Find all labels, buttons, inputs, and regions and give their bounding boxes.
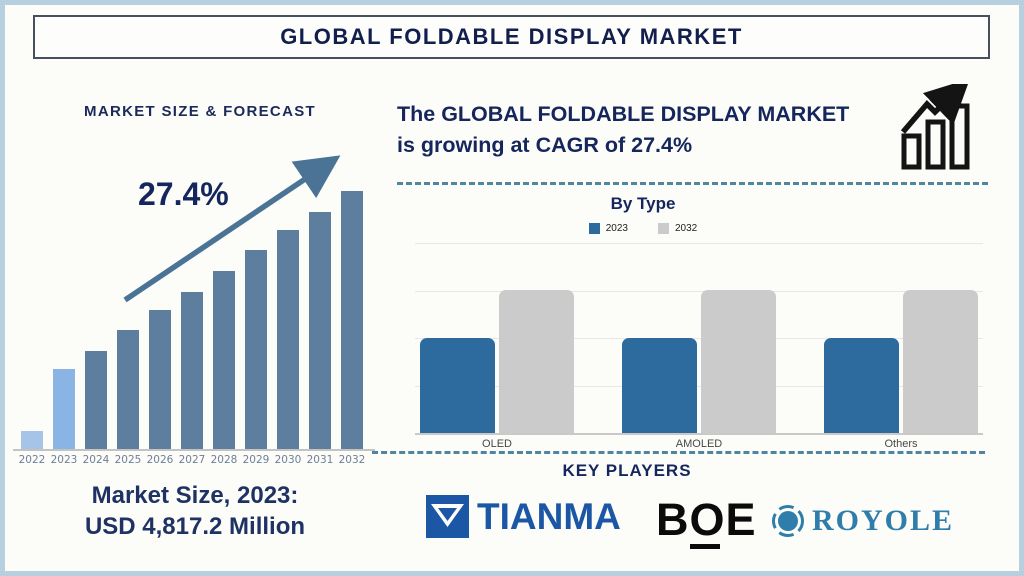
- market-size-line2: USD 4,817.2 Million: [84, 513, 306, 540]
- bytype-category-label-Others: Others: [884, 438, 918, 450]
- forecast-tick-2027: 2027: [178, 454, 206, 466]
- forecast-bar-chart: [16, 191, 368, 449]
- forecast-bar-2032: [341, 191, 363, 449]
- forecast-tick-2029: 2029: [242, 454, 270, 466]
- forecast-bar-column: [208, 191, 240, 449]
- by-type-legend: 2023 2032: [397, 223, 889, 234]
- bytype-bar-AMOLED-2032: [701, 290, 776, 433]
- bytype-bar-OLED-2023: [420, 338, 495, 433]
- bytype-bar-Others-2032: [903, 290, 978, 433]
- legend-label-2023: 2023: [605, 223, 628, 234]
- cagr-headline: The GLOBAL FOLDABLE DISPLAY MARKET is gr…: [397, 99, 849, 161]
- boe-o-underline: [690, 544, 720, 549]
- bytype-bar-AMOLED-2023: [622, 338, 697, 433]
- forecast-tick-2026: 2026: [146, 454, 174, 466]
- forecast-tick-2030: 2030: [274, 454, 302, 466]
- page-title: GLOBAL FOLDABLE DISPLAY MARKET: [280, 24, 743, 49]
- forecast-bar-column: [80, 191, 112, 449]
- bytype-category-label-OLED: OLED: [482, 438, 512, 450]
- bytype-gridline-25: [415, 385, 983, 387]
- forecast-bar-2022: [21, 431, 43, 449]
- bytype-gridline-100: [415, 243, 983, 244]
- tianma-wordmark: TIANMA: [477, 495, 621, 537]
- boe-logo: BOE: [656, 494, 757, 549]
- forecast-bar-column: [144, 191, 176, 449]
- forecast-bar-2029: [245, 250, 267, 449]
- forecast-bar-2023: [53, 369, 75, 449]
- bytype-gridline-50: [415, 338, 983, 339]
- forecast-bar-column: [176, 191, 208, 449]
- forecast-bar-2026: [149, 310, 171, 449]
- bytype-bar-Others-2023: [824, 338, 899, 433]
- royole-logo: ROYOLE: [770, 503, 954, 539]
- forecast-bar-2024: [85, 351, 107, 449]
- forecast-bar-2031: [309, 212, 331, 449]
- boe-wordmark: BOE: [656, 494, 757, 545]
- growth-chart-icon: [900, 84, 970, 170]
- market-size-line1: Market Size, 2023:: [91, 482, 299, 509]
- bytype-category-label-AMOLED: AMOLED: [675, 438, 723, 450]
- forecast-tick-2025: 2025: [114, 454, 142, 466]
- tianma-logo: TIANMA: [426, 495, 621, 538]
- forecast-tick-2031: 2031: [306, 454, 334, 466]
- forecast-tick-2032: 2032: [338, 454, 366, 466]
- bytype-bar-OLED-2032: [499, 290, 574, 433]
- forecast-bar-column: [336, 191, 368, 449]
- forecast-bar-2025: [117, 330, 139, 449]
- forecast-bar-2028: [213, 271, 235, 449]
- royole-mark-icon: [772, 505, 804, 537]
- cagr-value-label: 27.4%: [138, 176, 229, 212]
- legend-label-2032: 2032: [675, 223, 698, 234]
- cagr-headline-line2: is growing at CAGR of 27.4%: [397, 133, 693, 157]
- legend-swatch-2032: [658, 223, 669, 234]
- dashed-separator-bottom: [372, 451, 985, 454]
- bytype-group-OLED: [420, 243, 574, 433]
- royole-wordmark: ROYOLE: [812, 504, 955, 537]
- forecast-x-tick-labels: 2022 2023 2024 2025 2026 2027 2028 2029 2030 2031…: [16, 454, 368, 466]
- forecast-bar-column: [304, 191, 336, 449]
- forecast-tick-2023: 2023: [50, 454, 78, 466]
- bytype-group-AMOLED: [622, 243, 776, 433]
- forecast-bar-column: [48, 191, 80, 449]
- tianma-mark-icon: [426, 495, 469, 538]
- title-banner: GLOBAL FOLDABLE DISPLAY MARKET: [33, 15, 990, 59]
- dashed-separator-top: [397, 182, 988, 185]
- by-type-grouped-bar-chart: [415, 243, 983, 433]
- legend-swatch-2023: [588, 223, 600, 234]
- forecast-bar-2027: [181, 292, 203, 449]
- forecast-bar-column: [16, 191, 48, 449]
- bytype-gridline-75: [415, 290, 983, 292]
- market-size-forecast-heading: MARKET SIZE & FORECAST: [84, 103, 316, 120]
- by-type-title: By Type: [610, 194, 676, 213]
- forecast-tick-2022: 2022: [18, 454, 46, 466]
- key-players-title: KEY PLAYERS: [562, 461, 692, 480]
- forecast-bar-column: [112, 191, 144, 449]
- bytype-group-Others: [824, 243, 978, 433]
- trend-arrow-icon: [123, 155, 341, 303]
- forecast-x-axis: [13, 449, 375, 451]
- forecast-bar-column: [240, 191, 272, 449]
- cagr-headline-line1: The GLOBAL FOLDABLE DISPLAY MARKET: [397, 102, 850, 126]
- forecast-bar-2030: [277, 230, 299, 449]
- by-type-x-axis: [415, 433, 983, 435]
- forecast-bar-column: [272, 191, 304, 449]
- market-size-callout: Market Size, 2023: USD 4,817.2 Million: [28, 480, 362, 542]
- legend-item-2032: 2032: [658, 223, 697, 234]
- legend-item-2023: 2023: [588, 223, 628, 234]
- forecast-tick-2028: 2028: [210, 454, 238, 466]
- forecast-tick-2024: 2024: [82, 454, 110, 466]
